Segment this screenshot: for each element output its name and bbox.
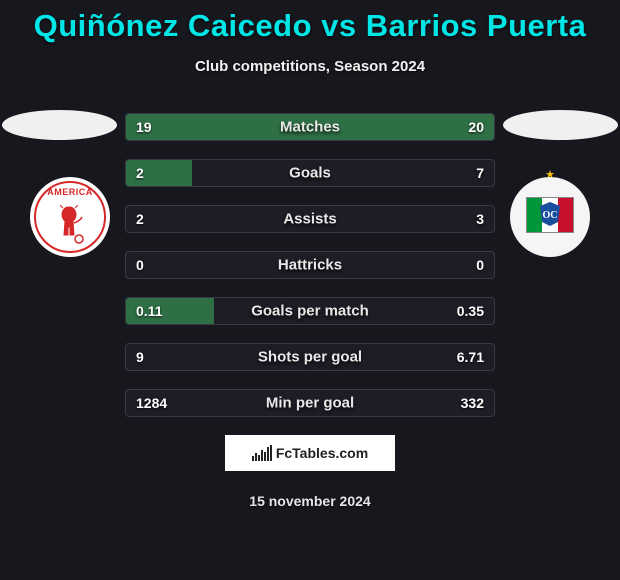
bars-growth-icon	[252, 445, 272, 461]
stat-value-left: 2	[136, 211, 144, 227]
stat-value-left: 2	[136, 165, 144, 181]
player-right-oval	[503, 110, 618, 140]
source-logo-text: FcTables.com	[276, 445, 368, 461]
star-icon: ★	[545, 168, 555, 181]
club-badge-left: AMERICA	[30, 177, 110, 257]
stat-value-right: 7	[476, 165, 484, 181]
devil-figure-icon	[54, 205, 84, 245]
stat-value-left: 1284	[136, 395, 167, 411]
stat-value-right: 6.71	[457, 349, 484, 365]
stats-bars: 19 Matches 20 2 Goals 7 2 Assists 3 0 Hattricks 0 0.…	[125, 113, 495, 417]
comparison-subtitle: Club competitions, Season 2024	[0, 58, 620, 75]
stat-value-left: 0.11	[136, 303, 162, 319]
stat-row: 0 Hattricks 0	[125, 251, 495, 279]
stat-value-right: 332	[461, 395, 484, 411]
shield-monogram-icon: OC	[540, 202, 560, 226]
stat-value-right: 0.35	[457, 303, 484, 319]
stat-row: 0.11 Goals per match 0.35	[125, 297, 495, 325]
stat-row: 2 Assists 3	[125, 205, 495, 233]
badge-left-label: AMERICA	[47, 187, 93, 197]
stat-label: Assists	[283, 211, 336, 228]
comparison-title: Quiñónez Caicedo vs Barrios Puerta	[0, 0, 620, 44]
stat-label: Shots per goal	[258, 349, 362, 366]
stat-value-right: 0	[476, 257, 484, 273]
svg-text:OC: OC	[543, 210, 558, 221]
stat-row: 19 Matches 20	[125, 113, 495, 141]
stat-label: Goals	[289, 165, 331, 182]
stat-row: 1284 Min per goal 332	[125, 389, 495, 417]
stat-value-right: 3	[476, 211, 484, 227]
stat-row: 2 Goals 7	[125, 159, 495, 187]
stat-value-right: 20	[468, 119, 484, 135]
stat-label: Matches	[280, 119, 340, 136]
stat-value-left: 9	[136, 349, 144, 365]
comparison-date: 15 november 2024	[0, 493, 620, 509]
player-left-oval	[2, 110, 117, 140]
stat-label: Hattricks	[278, 257, 342, 274]
comparison-panel: AMERICA ★ OC 19 Matches 20 2 Goals 7 2 Assists 3…	[0, 113, 620, 417]
stat-value-left: 19	[136, 119, 152, 135]
source-logo-box: FcTables.com	[225, 435, 395, 471]
club-badge-right: ★ OC	[510, 177, 590, 257]
stat-label: Goals per match	[251, 303, 369, 320]
stat-label: Min per goal	[266, 395, 354, 412]
stat-row: 9 Shots per goal 6.71	[125, 343, 495, 371]
stat-value-left: 0	[136, 257, 144, 273]
